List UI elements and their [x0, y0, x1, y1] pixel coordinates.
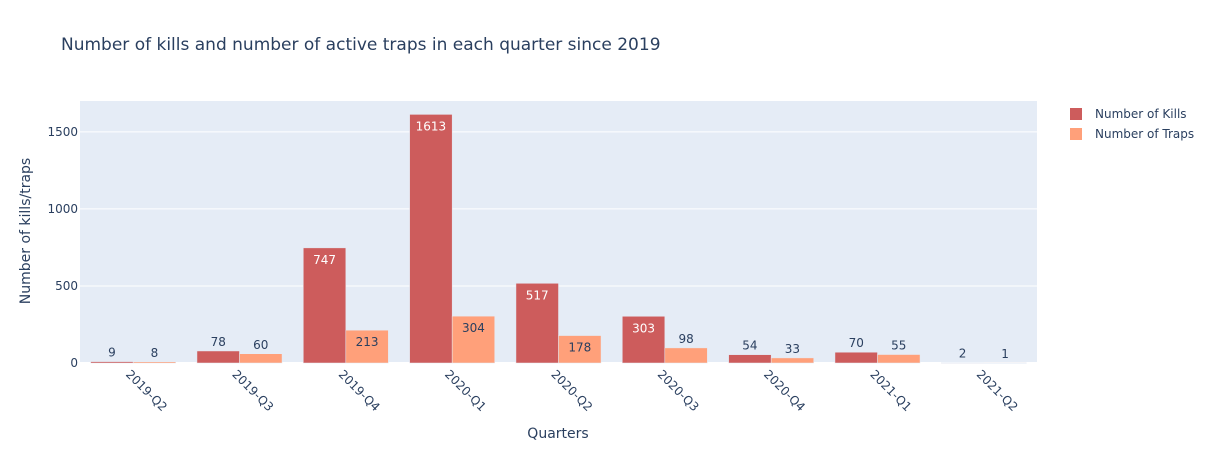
bar [345, 329, 389, 364]
x-tick-label: 2019-Q2 [123, 367, 170, 414]
bar [90, 361, 134, 364]
x-axis-title: Quarters [527, 426, 588, 442]
bar-value-label: 55 [891, 339, 906, 353]
legend-swatch [1070, 128, 1082, 140]
bar-value-label: 1613 [416, 119, 447, 133]
x-tick-label: 2020-Q2 [548, 367, 595, 414]
legend-item-label: Number of Kills [1095, 107, 1187, 121]
bar [303, 247, 347, 364]
x-tick-label: 2020-Q4 [761, 367, 808, 414]
y-tick-label: 1500 [47, 125, 78, 139]
bar-value-label: 1 [1001, 347, 1009, 361]
bar [558, 335, 602, 364]
x-tick-label: 2021-Q2 [974, 367, 1021, 414]
bar [664, 347, 708, 364]
x-tick-label: 2021-Q1 [867, 367, 914, 414]
bar-value-label: 98 [678, 332, 693, 346]
bar [239, 353, 283, 364]
bar [196, 350, 240, 364]
y-tick-label: 500 [55, 279, 78, 293]
bar [877, 354, 921, 364]
bar [409, 114, 453, 364]
y-axis-ticks: 0 500 1000 1500 [47, 125, 78, 370]
bar-value-label: 178 [568, 341, 591, 355]
bar [622, 316, 666, 364]
x-tick-label: 2019-Q3 [229, 367, 276, 414]
bar-value-label: 78 [211, 335, 226, 349]
bar-value-label: 8 [151, 346, 159, 360]
bar [515, 283, 559, 364]
y-tick-label: 1000 [47, 202, 78, 216]
bar-value-label: 54 [742, 339, 757, 353]
bar [834, 351, 878, 364]
y-axis-title: Number of kills/traps [18, 158, 34, 304]
legend: Number of Kills Number of Traps [1070, 107, 1194, 141]
x-tick-label: 2019-Q4 [336, 367, 383, 414]
bar-value-label: 2 [959, 347, 967, 361]
x-tick-label: 2020-Q3 [655, 367, 702, 414]
chart-title: Number of kills and number of active tra… [61, 35, 661, 55]
bar [983, 362, 1027, 364]
x-axis-ticks: 2019-Q2 2019-Q3 2019-Q4 2020-Q1 2020-Q2 2020-… [123, 367, 1021, 414]
bar-value-label: 303 [632, 321, 655, 335]
bar [941, 362, 985, 364]
bar-value-label: 70 [849, 336, 864, 350]
y-tick-label: 0 [70, 356, 78, 370]
bar-value-label: 213 [356, 335, 379, 349]
x-tick-label: 2020-Q1 [442, 367, 489, 414]
bar [451, 315, 495, 364]
bar [132, 361, 176, 364]
bar-value-label: 9 [108, 346, 116, 360]
bar-value-label: 60 [253, 338, 268, 352]
bar-value-label: 517 [526, 288, 549, 302]
bar-value-label: 33 [785, 342, 800, 356]
legend-item-label: Number of Traps [1095, 127, 1194, 141]
bars [90, 114, 1027, 364]
bar [770, 357, 814, 364]
bar [728, 354, 772, 364]
bar-value-label: 747 [313, 253, 336, 267]
bar-value-label: 304 [462, 321, 485, 335]
legend-swatch [1070, 108, 1082, 120]
